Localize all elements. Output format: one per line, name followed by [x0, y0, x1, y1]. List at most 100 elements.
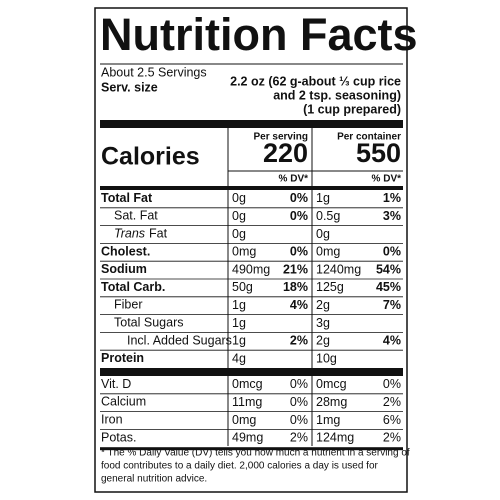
daily-value: 0%	[290, 413, 308, 427]
nutrient-label: Calcium	[101, 395, 146, 409]
serving-size: (1 cup prepared)	[303, 102, 401, 116]
nutrient-label: Total Fat	[101, 191, 153, 205]
servings: About 2.5 Servings	[101, 65, 207, 79]
nutrient-label: Iron	[101, 413, 123, 427]
daily-value: 1%	[383, 191, 401, 205]
nutrient-label: Sat. Fat	[114, 209, 158, 223]
calories-label: Calories	[101, 143, 200, 171]
nutrient-label: Calcium	[101, 395, 146, 409]
amount: 0g	[232, 191, 246, 205]
daily-value: 6%	[383, 413, 401, 427]
calories-value: 220	[263, 138, 308, 168]
amount: 1g	[316, 191, 330, 205]
amount: 28mg	[316, 395, 347, 409]
nutrient-label: Sat. Fat	[114, 209, 158, 223]
amount: 490mg	[232, 262, 270, 276]
nutrient-label: Total Carb.	[101, 280, 165, 294]
nutrient-label: Protein	[101, 351, 144, 365]
serving-size: 2.2 oz (62 g-about ⅓ cup rice	[230, 74, 401, 88]
daily-value: 0%	[290, 395, 308, 409]
nutrient-label: Fiber	[114, 298, 142, 312]
nutrient-label: Total Carb.	[101, 280, 165, 294]
amount: 1g	[232, 316, 246, 330]
amount: 0g	[232, 209, 246, 223]
nutrient-label: Incl. Added Sugars	[127, 334, 232, 348]
amount: 1g	[232, 298, 246, 312]
amount: 50g	[232, 280, 253, 294]
dv-head: % DV*	[372, 174, 402, 185]
footnote: general nutrition advice.	[101, 474, 207, 485]
footnote: * The % Daily Value (DV) tells you how m…	[101, 448, 410, 459]
dv-head: % DV*	[279, 174, 309, 185]
daily-value: 0%	[290, 191, 308, 205]
nutrient-label: Protein	[101, 351, 144, 365]
nutrient-label: Fiber	[114, 298, 142, 312]
daily-value: 21%	[283, 262, 308, 276]
amount: 4g	[232, 351, 246, 365]
calories-value: 550	[356, 138, 401, 168]
amount: 125g	[316, 280, 344, 294]
daily-value: 3%	[383, 209, 401, 223]
daily-value: 0%	[383, 245, 401, 259]
column-head: Per serving	[254, 132, 308, 143]
daily-value: 54%	[376, 262, 401, 276]
title: Nutrition Facts	[100, 9, 418, 60]
daily-value: 0%	[383, 377, 401, 391]
amount: 0mg	[232, 245, 256, 259]
nutrient-label: Fat	[149, 227, 168, 241]
nutrient-label: Total Sugars	[114, 316, 183, 330]
amount: 2g	[316, 334, 330, 348]
column-head: Per container	[337, 132, 401, 143]
daily-value: 2%	[290, 334, 308, 348]
thick-rule	[100, 447, 403, 451]
amount: 0mg	[232, 413, 256, 427]
daily-value: 4%	[383, 334, 401, 348]
daily-value: 7%	[383, 298, 401, 312]
daily-value: 2%	[290, 431, 308, 445]
daily-value: 0%	[290, 245, 308, 259]
daily-value: 0%	[290, 377, 308, 391]
amount: 1240mg	[316, 262, 361, 276]
nutrient-label: Potas.	[101, 431, 136, 445]
thick-rule	[100, 186, 403, 190]
nutrient-label: Incl. Added Sugars	[127, 334, 232, 348]
amount: 0mcg	[232, 377, 263, 391]
amount: 1g	[232, 334, 246, 348]
nutrient-label-em: Trans	[114, 227, 145, 241]
amount: 49mg	[232, 431, 263, 445]
nutrient-label: Vit. D	[101, 377, 131, 391]
nutrient-label: Vit. D	[101, 377, 131, 391]
amount: 0.5g	[316, 209, 340, 223]
daily-value: 2%	[383, 431, 401, 445]
amount: 11mg	[232, 395, 262, 409]
amount: 0g	[232, 227, 246, 241]
serving-size-label: Serv. size	[101, 80, 158, 94]
nutrient-label: Potas.	[101, 431, 136, 445]
nutrient-label: Cholest.	[101, 245, 150, 259]
nutrient-label: Total Sugars	[114, 316, 183, 330]
amount: 10g	[316, 351, 337, 365]
amount: 3g	[316, 316, 330, 330]
thick-rule	[100, 368, 403, 376]
nutrient-label: Total Fat	[101, 191, 153, 205]
footnote: food contributes to a daily diet. 2,000 …	[101, 461, 379, 472]
thick-rule	[100, 120, 403, 128]
daily-value: 45%	[376, 280, 401, 294]
amount: 2g	[316, 298, 330, 312]
amount: 0g	[316, 227, 330, 241]
amount: 0mcg	[316, 377, 347, 391]
daily-value: 2%	[383, 395, 401, 409]
amount: 0mg	[316, 245, 340, 259]
amount: 124mg	[316, 431, 354, 445]
daily-value: 18%	[283, 280, 308, 294]
nutrient-label: Cholest.	[101, 245, 150, 259]
nutrient-label: Sodium	[101, 262, 147, 276]
nutrient-label: Trans Fat	[114, 227, 168, 241]
nutrient-label: Sodium	[101, 262, 147, 276]
nutrient-label: Iron	[101, 413, 123, 427]
daily-value: 4%	[290, 298, 308, 312]
serving-size: and 2 tsp. seasoning)	[273, 88, 401, 102]
daily-value: 0%	[290, 209, 308, 223]
amount: 1mg	[316, 413, 340, 427]
